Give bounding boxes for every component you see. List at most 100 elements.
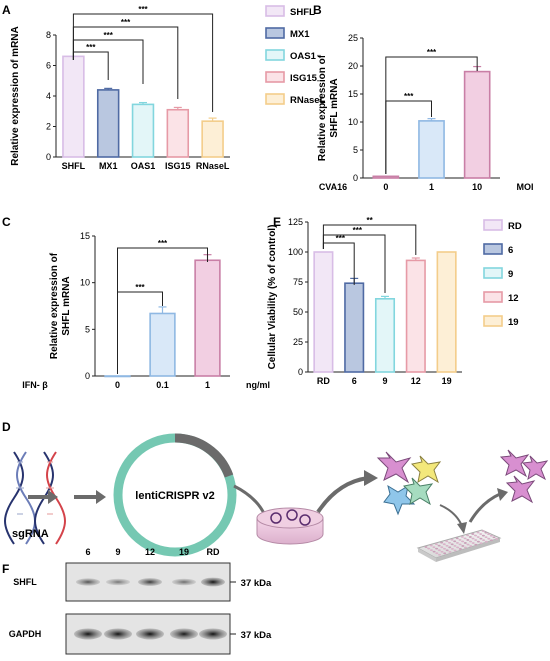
significance-bracket — [72, 13, 214, 112]
bar — [463, 70, 491, 179]
significance-label: ** — [366, 216, 373, 225]
plate-well — [427, 547, 431, 550]
plate-well — [476, 540, 480, 543]
plate-well — [481, 534, 485, 537]
x-tick-label: 0 — [383, 182, 388, 192]
chart-panel-e: 0 25 50 75 100 125 Cellular Viability (% of co… — [267, 216, 522, 386]
legend-label: MX1 — [290, 29, 310, 40]
plate-well — [474, 534, 477, 537]
significance-bracket — [117, 247, 208, 374]
legend-label: 12 — [508, 293, 519, 304]
y-tick-label: 15 — [348, 89, 358, 99]
plate-well — [487, 537, 491, 540]
x-tick-label: 6 — [352, 376, 357, 386]
plate-well — [429, 549, 433, 551]
plate-well — [450, 538, 454, 541]
x-axis-suffix: MOI — [517, 182, 534, 192]
legend-label: OAS1 — [290, 51, 317, 62]
plate-well — [458, 543, 462, 546]
bar — [201, 120, 224, 158]
plate-well — [495, 537, 499, 540]
significance-label: *** — [138, 5, 148, 14]
panel-label-a: A — [2, 3, 11, 17]
blot-protein-label: SHFL — [13, 577, 37, 587]
legend-label: 19 — [508, 317, 519, 328]
plate-well — [464, 546, 467, 549]
plate-well — [432, 550, 436, 553]
plate-well — [487, 533, 491, 536]
plate-well — [429, 544, 433, 547]
x-tick-label: 1 — [205, 380, 210, 390]
legend-swatch — [483, 243, 503, 255]
significance-label: *** — [336, 234, 346, 243]
plate-well — [492, 536, 496, 539]
bar — [62, 55, 85, 158]
blot-band — [201, 577, 225, 587]
significance-bracket — [322, 224, 417, 255]
plate-well — [453, 549, 457, 552]
plate-well — [450, 547, 454, 550]
y-axis-label: Relative expression of — [317, 54, 328, 161]
plate-well — [437, 549, 441, 552]
curved-arrow-icon — [468, 488, 508, 523]
legend-label: 9 — [508, 269, 513, 280]
significance-label: *** — [427, 48, 437, 57]
chart-panel-c: 0 5 10 15 Relative expression of SHFL mRNA 0 0.… — [22, 231, 270, 390]
plate-well — [476, 536, 480, 538]
blot-band — [74, 628, 102, 640]
y-tick-label: 5 — [353, 145, 358, 155]
curved-arrow-icon — [316, 470, 378, 514]
arrow-right-icon — [74, 490, 106, 504]
plate-well — [463, 542, 467, 544]
panel-label-f: F — [2, 562, 9, 576]
panel-label-c: C — [2, 215, 11, 229]
arrow-right-icon — [28, 490, 58, 504]
significance-label: *** — [104, 31, 114, 40]
x-axis-prefix: IFN- β — [22, 380, 48, 390]
legend-label: ISG15 — [290, 73, 318, 84]
plate-well — [455, 537, 459, 540]
x-tick-label: RNaseL — [196, 161, 230, 171]
plate-well — [450, 543, 454, 546]
blot-band — [138, 578, 162, 586]
plate-well — [435, 547, 439, 550]
y-tick-label: 10 — [80, 278, 90, 288]
plate-well — [448, 550, 452, 553]
plate-well — [445, 544, 449, 547]
plate-well — [468, 536, 472, 538]
legend-swatch — [265, 93, 285, 105]
y-axis-label: Relative expression of — [49, 252, 60, 359]
cell-cluster-icon — [376, 451, 442, 516]
plate-well — [471, 537, 475, 540]
lane-label: 9 — [115, 547, 120, 557]
legend-swatch — [265, 27, 285, 39]
bar — [372, 175, 400, 179]
plate-well — [482, 539, 486, 542]
plate-well — [424, 546, 428, 548]
well-plate-icon — [416, 529, 502, 562]
plate-well — [455, 541, 459, 544]
bar — [418, 120, 445, 179]
x-axis-suffix: ng/ml — [246, 380, 270, 390]
sgrna-label: sgRNA — [12, 528, 49, 540]
plate-well — [474, 543, 478, 546]
plate-well — [471, 533, 475, 535]
y-axis-label: Cellular Viability (% of control) — [267, 225, 278, 370]
significance-label: *** — [404, 92, 414, 101]
bar — [149, 312, 176, 377]
x-tick-label: 19 — [442, 376, 452, 386]
plate-well — [466, 543, 470, 546]
lane-label: RD — [207, 547, 220, 557]
x-tick-label: 12 — [411, 376, 421, 386]
lane-label: 19 — [179, 547, 189, 557]
y-tick-label: 75 — [293, 277, 303, 287]
legend-swatch — [483, 219, 503, 231]
x-axis-prefix: CVA16 — [319, 182, 347, 192]
plate-well — [448, 541, 451, 544]
plate-well — [445, 540, 449, 543]
bar — [194, 259, 221, 377]
legend-swatch — [483, 315, 503, 327]
bar — [374, 297, 396, 373]
